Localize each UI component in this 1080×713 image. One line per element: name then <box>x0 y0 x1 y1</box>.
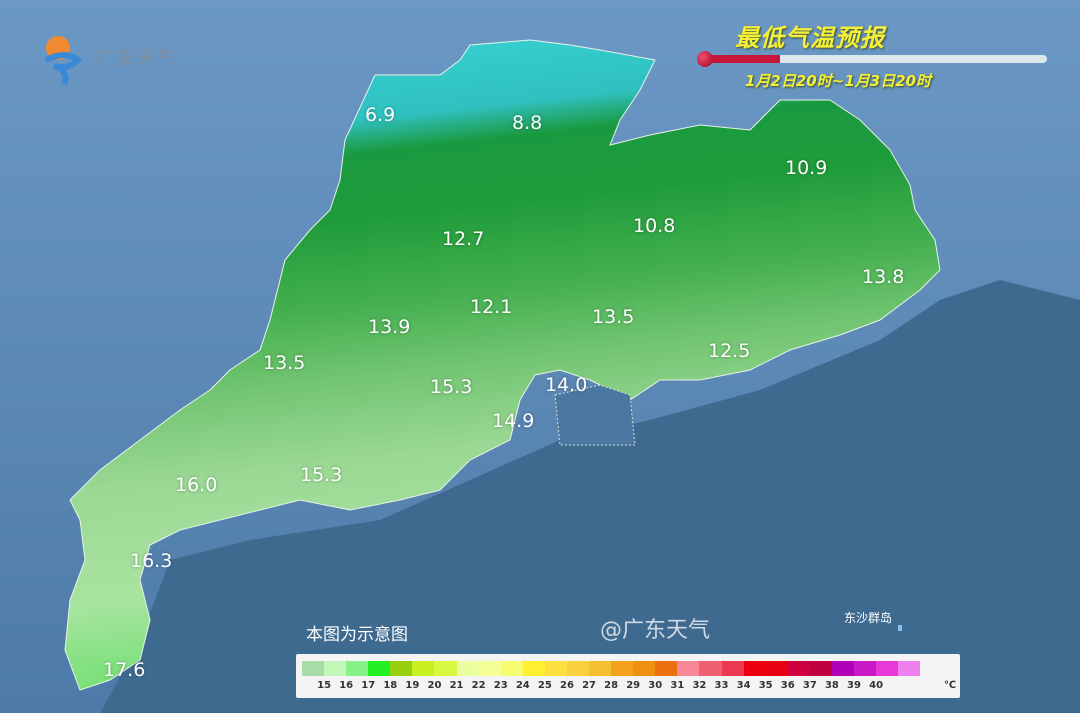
legend-swatch <box>809 661 832 676</box>
legend-swatch <box>611 661 634 676</box>
legend-label: 16 <box>339 680 354 691</box>
temperature-value: 13.5 <box>263 352 306 374</box>
legend-label: 18 <box>383 680 398 691</box>
legend-swatch <box>566 661 590 676</box>
color-legend: 15 16 17 18 19 20 21 22 23 24 25 26 27 28 29 30 31 32 33 34… <box>296 654 960 698</box>
legend-swatch <box>456 661 479 676</box>
legend-swatch <box>655 661 678 676</box>
legend-swatch <box>478 661 501 676</box>
weather-logo-icon <box>44 36 83 86</box>
forecast-period: 1月2日20时~1月3日20时 <box>745 72 932 90</box>
legend-label: 28 <box>604 680 619 691</box>
legend-label: 25 <box>537 680 552 691</box>
temperature-value: 13.8 <box>862 266 905 288</box>
temperature-value: 15.3 <box>430 376 473 398</box>
legend-swatch <box>699 661 722 676</box>
temperature-value: 12.1 <box>470 296 513 318</box>
temperature-value: 16.3 <box>130 550 173 572</box>
temperature-value: 13.9 <box>368 316 411 338</box>
guangdong-province <box>64 39 941 691</box>
legend-label: 21 <box>449 680 464 691</box>
legend-label: 32 <box>692 680 707 691</box>
temperature-value: 12.5 <box>708 340 751 362</box>
legend-label: 22 <box>471 680 486 691</box>
legend-label: 24 <box>515 680 530 691</box>
legend-swatch <box>787 661 810 676</box>
legend-swatch <box>898 661 921 676</box>
legend-label: 34 <box>736 680 751 691</box>
legend-label: 20 <box>427 680 442 691</box>
legend-swatch <box>743 661 766 676</box>
temperature-value: 14.9 <box>492 410 535 432</box>
legend-swatch <box>544 661 567 676</box>
legend-swatch <box>302 661 325 676</box>
brand-logo: 广东天气 <box>36 26 176 86</box>
legend-swatch <box>324 661 347 676</box>
legend-label: 30 <box>648 680 663 691</box>
legend-label: 19 <box>405 680 420 691</box>
temperature-value: 10.9 <box>785 157 828 179</box>
legend-swatch <box>721 661 744 676</box>
temperature-value: 6.9 <box>365 104 396 126</box>
legend-swatch <box>368 661 391 676</box>
legend-swatch <box>589 661 612 676</box>
legend-swatch <box>390 661 413 676</box>
thermometer-graphic <box>697 51 1047 67</box>
watermark: @广东天气 <box>600 618 711 643</box>
legend-swatch <box>500 661 523 676</box>
legend-label: 26 <box>559 680 574 691</box>
legend-label: 38 <box>824 680 839 691</box>
legend-unit: ℃ <box>943 680 957 691</box>
temperature-value: 13.5 <box>592 306 635 328</box>
legend-swatch <box>765 661 788 676</box>
legend-label: 35 <box>758 680 773 691</box>
legend-label: 31 <box>670 680 685 691</box>
legend-swatch <box>831 661 854 676</box>
temperature-value: 10.8 <box>633 215 676 237</box>
logo-text: 广东天气 <box>96 46 177 69</box>
temperature-value: 8.8 <box>512 112 543 134</box>
hainan-strait-island <box>554 384 636 446</box>
legend-swatch <box>876 661 899 676</box>
legend-label: 36 <box>780 680 795 691</box>
schematic-note: 本图为示意图 <box>306 625 408 645</box>
legend-swatch <box>522 661 545 676</box>
legend-swatch <box>677 661 700 676</box>
legend-label: 39 <box>847 680 861 691</box>
dongsha-island <box>898 625 902 631</box>
legend-label: 29 <box>626 680 641 691</box>
temperature-value: 12.7 <box>442 228 485 250</box>
temperature-value: 14.0 <box>545 374 588 396</box>
map-title: 最低气温预报 <box>735 24 885 52</box>
legend-label: 33 <box>714 680 729 691</box>
legend-label: 40 <box>869 680 884 691</box>
legend-swatch <box>854 661 877 676</box>
legend-label: 17 <box>361 680 376 691</box>
legend-swatch <box>434 661 457 676</box>
temperature-value: 15.3 <box>300 464 343 486</box>
legend-label: 27 <box>582 680 596 691</box>
legend-swatch <box>633 661 656 676</box>
island-label: 东沙群岛 <box>844 611 893 625</box>
legend-swatch <box>346 661 369 676</box>
legend-label: 23 <box>493 680 508 691</box>
legend-swatch <box>412 661 435 676</box>
temperature-value: 17.6 <box>103 659 146 681</box>
legend-label: 15 <box>317 680 332 691</box>
legend-label: 37 <box>802 680 817 691</box>
temperature-value: 16.0 <box>175 474 218 496</box>
